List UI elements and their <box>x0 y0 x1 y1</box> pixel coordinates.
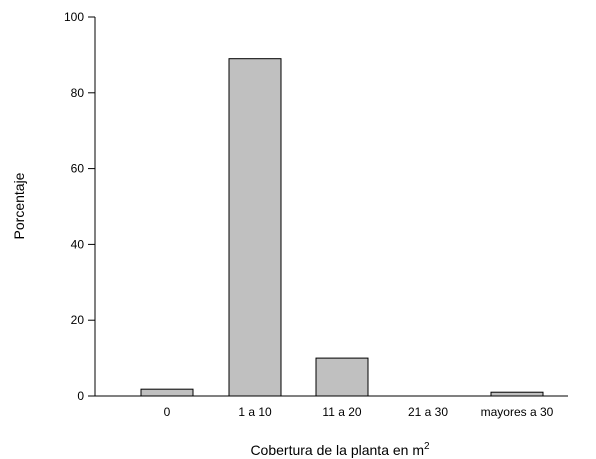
y-axis-title: Porcentaje <box>11 172 27 239</box>
y-tick-label-40: 40 <box>71 237 85 251</box>
x-tick-label-11-a-20: 11 a 20 <box>322 405 361 419</box>
y-tick-label-80: 80 <box>71 86 85 100</box>
x-tick-label-1-a-10: 1 a 10 <box>238 405 272 419</box>
x-axis-title: Cobertura de la planta en m2 <box>250 441 430 458</box>
bars-group <box>140 58 544 397</box>
x-tick-label-21-a-30: 21 a 30 <box>408 405 448 419</box>
bar-1-a-10 <box>228 58 282 397</box>
y-tick-label-100: 100 <box>64 10 84 24</box>
y-axis: 0 20 40 60 80 100 <box>64 10 96 403</box>
x-axis: 0 1 a 10 11 a 20 21 a 30 mayores a 30 <box>95 395 568 419</box>
y-tick-label-20: 20 <box>71 313 85 327</box>
x-tick-label-0: 0 <box>164 405 171 419</box>
x-axis-title-text: Cobertura de la planta en m <box>250 442 424 458</box>
bar-11-a-20 <box>315 357 369 397</box>
x-axis-title-superscript: 2 <box>424 441 430 452</box>
x-tick-label-mayores-a-30: mayores a 30 <box>481 405 554 419</box>
y-tick-label-60: 60 <box>71 162 85 176</box>
bar-0 <box>140 388 194 397</box>
y-tick-label-0: 0 <box>77 389 84 403</box>
bar-mayores-a-30 <box>490 391 544 397</box>
